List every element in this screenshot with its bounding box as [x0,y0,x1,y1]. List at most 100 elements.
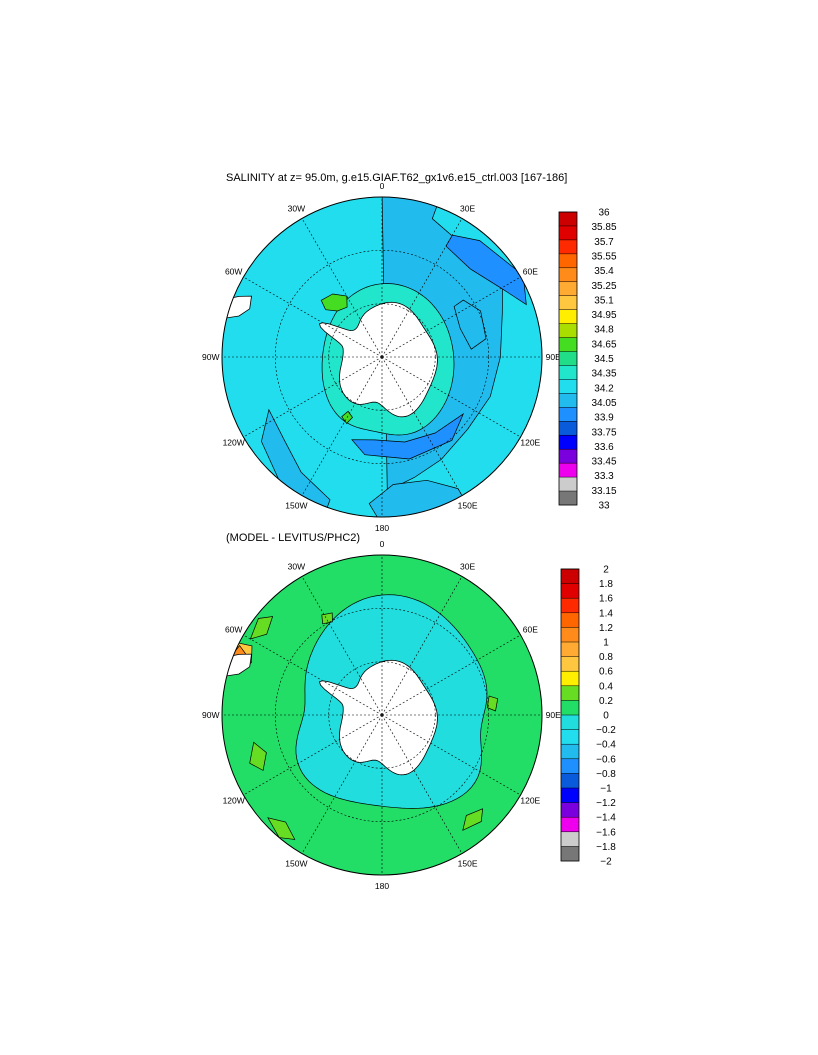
latitude-circle [274,607,490,823]
colorbar-label: 34.2 [594,383,614,394]
meridian-line [381,218,463,358]
colorbar-label: 1.6 [599,594,613,605]
colorbar-label: 35.7 [594,237,614,248]
colorbar-label: 34.5 [594,354,614,365]
longitude-label: 150W [285,858,307,868]
colorbar-swatch [561,671,579,687]
colorbar-swatch [559,477,577,492]
colorbar-label: 35.1 [594,295,614,306]
colorbar-swatch [559,421,577,436]
colorbar-label: 0.6 [599,667,613,678]
field-region [445,234,527,306]
colorbar-swatch [561,773,579,789]
longitude-label: 30E [460,204,475,214]
colorbar-swatch [561,583,579,599]
meridian-line [381,576,463,716]
colorbar-label: 1 [603,638,609,649]
meridian-line [301,576,383,716]
longitude-label: 120E [520,796,540,806]
colorbar-label: 0.2 [599,696,613,707]
meridian-line [301,356,383,496]
colorbar-swatch [559,407,577,422]
colorbar-label: 2 [603,565,609,576]
colorbar-label: −2 [600,857,612,868]
colorbar-swatch [559,323,577,338]
colorbar-label: 1.4 [599,608,613,619]
field-region [462,808,484,831]
longitude-label: 60W [225,624,242,634]
meridian-line [301,714,383,854]
field-region [249,616,274,640]
longitude-label: 150W [285,500,307,510]
colorbar-swatch [561,598,579,614]
colorbar-frame [558,211,578,506]
colorbar-label: −1.2 [596,798,616,809]
colorbar-label: 35.4 [594,266,614,277]
colorbar-swatch [561,729,579,745]
colorbar-label: 33.9 [594,413,614,424]
colorbar-swatch [561,744,579,760]
colorbar-label: −1.6 [596,827,616,838]
colorbar-swatch [559,225,577,241]
colorbar-swatch [559,365,577,380]
longitude-label: 30E [460,562,475,572]
colorbar-label: 1.8 [599,579,613,590]
colorbar-label: 1.2 [599,623,613,634]
meridian-line [381,356,521,438]
field-region [321,612,333,625]
colorbar-swatch [561,700,579,716]
meridian-line [243,714,383,796]
longitude-label: 150E [458,500,478,510]
colorbar-swatch [559,309,577,324]
longitude-label: 90E [546,710,561,720]
colorbar-swatch [561,685,579,701]
colorbar-label: 34.65 [591,339,616,350]
colorbar-swatch [561,846,579,862]
longitude-label: 120W [223,438,245,448]
panel2-map: 0 30E 60E 90E 120E 150E 180 150W 120W 90W 60W 30W [202,539,561,891]
colorbar-swatch [559,281,577,297]
colorbar-swatch [559,253,577,269]
field-region [267,817,296,840]
colorbar-swatch [561,627,579,643]
longitude-label: 120W [223,796,245,806]
colorbar-swatch [561,788,579,803]
colorbar-swatch [559,239,577,255]
longitude-label: 60W [225,266,242,276]
panel2-graticule [222,555,542,875]
colorbar-label: 36 [598,208,610,219]
panel1-title: SALINITY at z= 95.0m, g.e15.GIAF.T62_gx1… [226,172,568,184]
colorbar-swatch [561,569,579,584]
colorbar-label: 33.15 [591,486,616,497]
meridian-line [381,634,521,716]
colorbar-label: −0.2 [596,725,616,736]
colorbar-swatch [559,212,577,227]
longitude-label: 180 [375,523,389,533]
field-region [249,741,267,771]
panel2-colorbar: 2 1.8 1.6 1.4 1.2 1 0.8 0.6 0.4 0.2 0 −0.2 −0.4 −0.6 −… [560,565,616,868]
colorbar-swatch [559,491,577,506]
longitude-label: 120E [520,438,540,448]
longitude-label: 0 [380,181,385,191]
longitude-label: 60E [523,624,538,634]
meridian-line [243,276,383,358]
colorbar-label: 33.45 [591,457,616,468]
field-region [486,695,499,712]
colorbar-label: 33 [598,501,610,512]
longitude-label: 150E [458,858,478,868]
colorbar-swatch [561,612,579,628]
colorbar-swatch [561,656,579,672]
colorbar-frame [560,568,580,862]
colorbar-swatch [561,642,579,657]
longitude-label: 90E [546,352,561,362]
colorbar-label: 33.3 [594,471,614,482]
longitude-label: 90W [202,352,219,362]
field-region [320,293,348,312]
field-region [351,412,465,460]
longitude-label: 30W [288,562,305,572]
colorbar-label: −0.8 [596,769,616,780]
colorbar-swatch [559,295,577,310]
panel1-map: 0 30E 60E 90E 120E 150E 180 150W 120W 90W 60W 30W [202,181,561,533]
